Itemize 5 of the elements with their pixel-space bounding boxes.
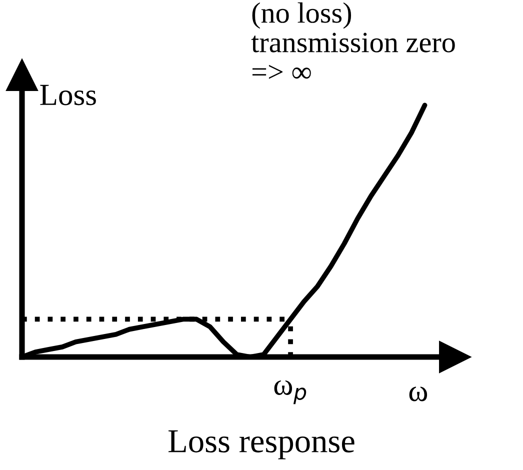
y-axis-title: Loss bbox=[40, 84, 96, 106]
x-axis-title: ω bbox=[409, 386, 428, 402]
text: Loss response bbox=[168, 430, 354, 460]
text: ω$_{p}$ bbox=[274, 380, 306, 404]
text: (no loss) transmission zero => ∞ bbox=[251, 2, 455, 79]
